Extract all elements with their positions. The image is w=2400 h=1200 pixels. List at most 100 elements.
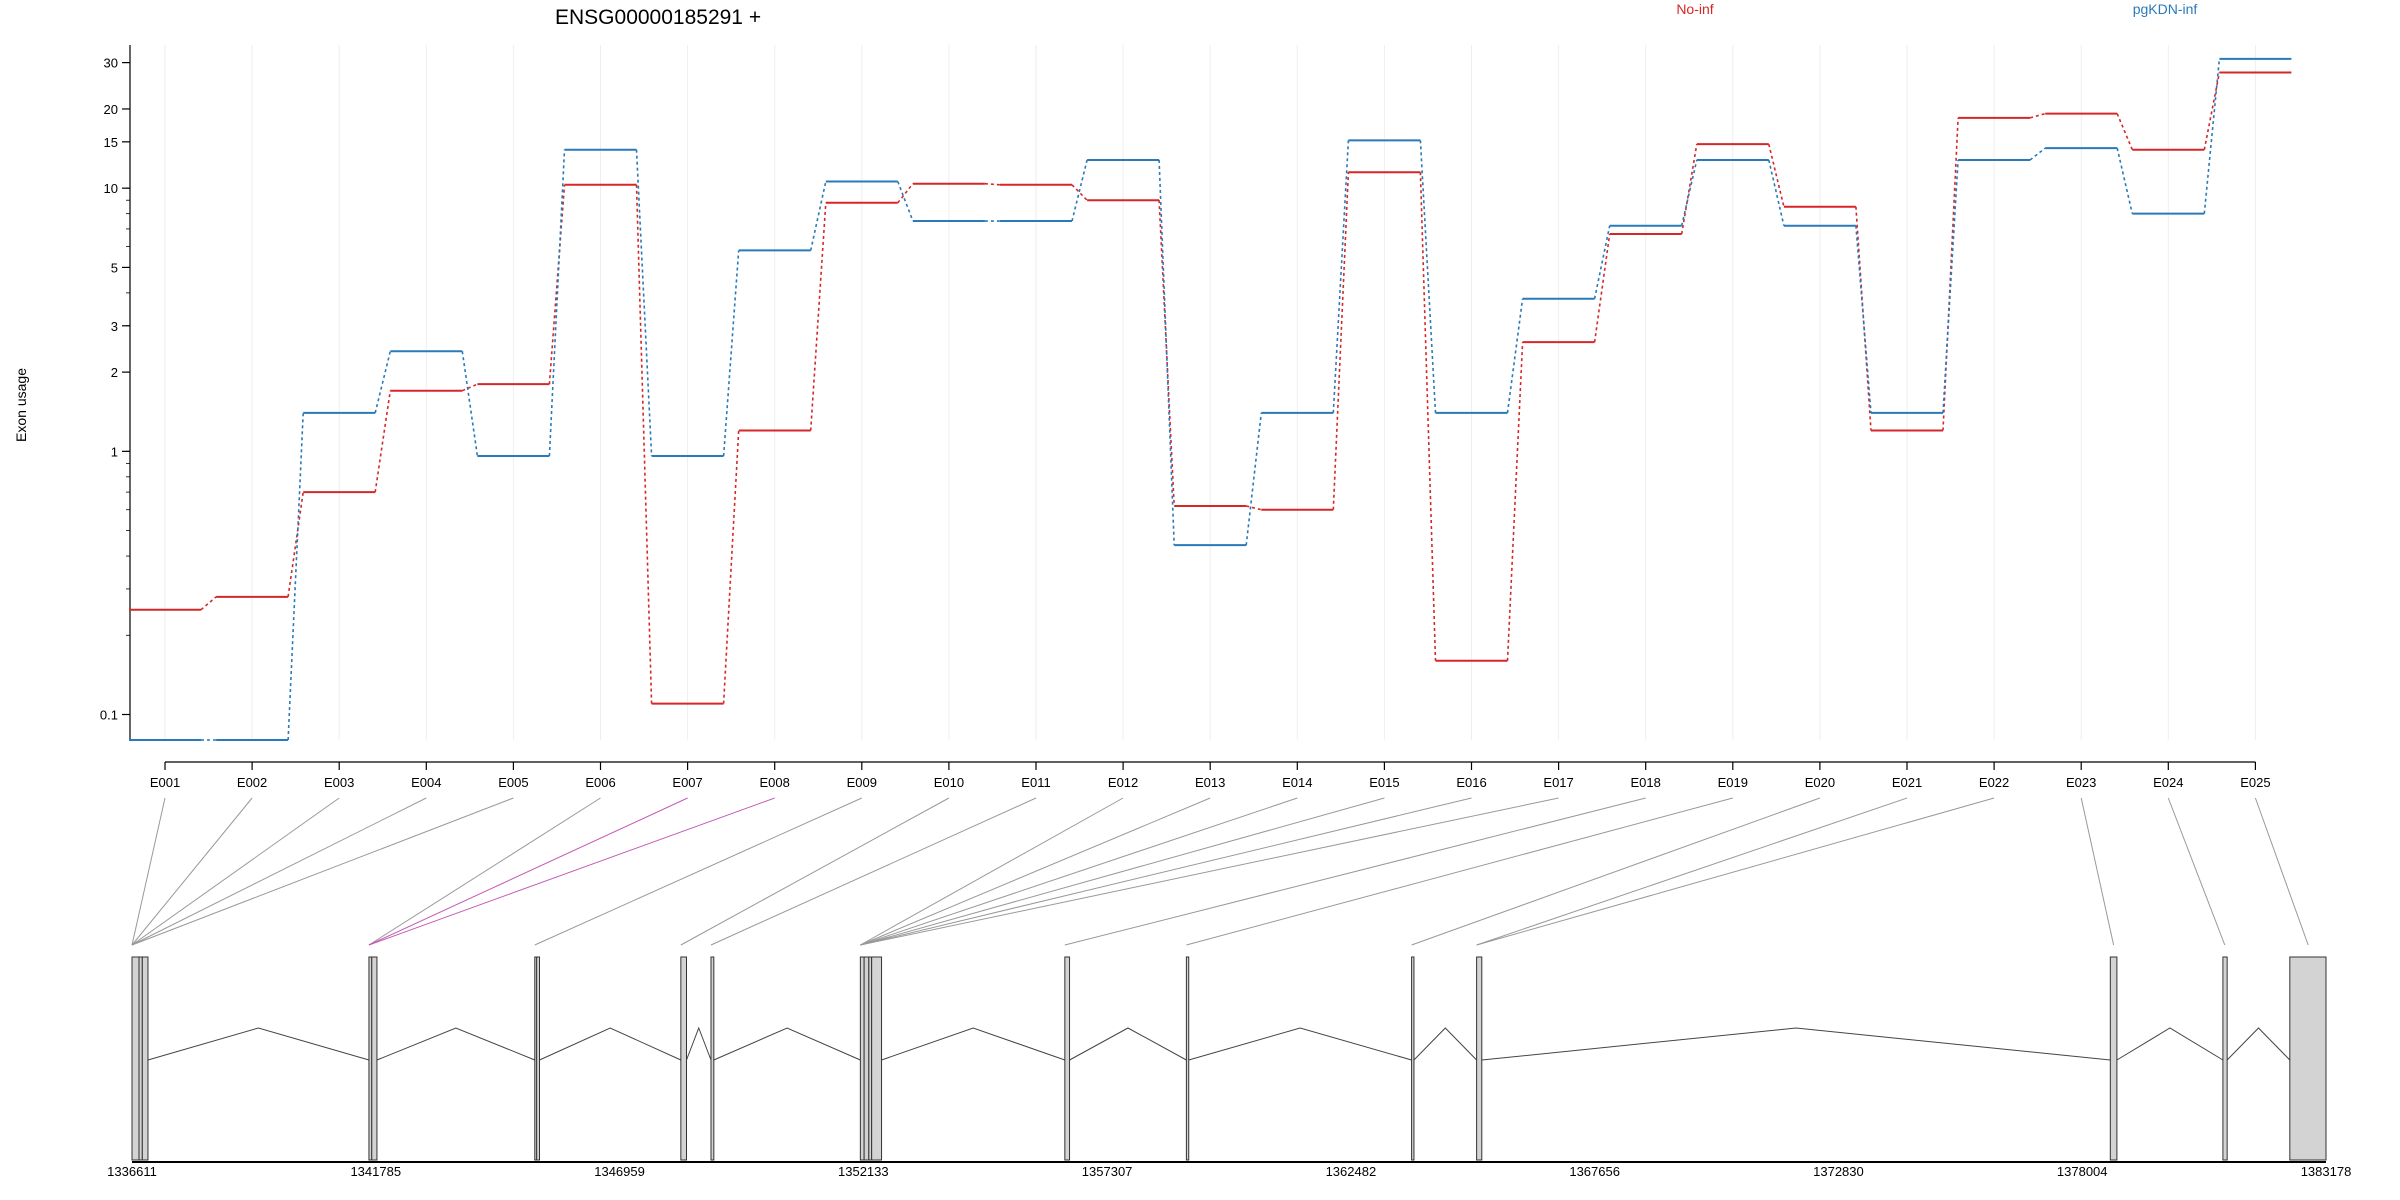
connector-e005 (131, 797, 514, 946)
connector-pgkdn-inf (287, 412, 304, 741)
connector-no-inf (2116, 113, 2134, 151)
x-tick-label-e021: E021 (1892, 775, 1922, 790)
connector-no-inf (2029, 112, 2046, 119)
connector-no-inf (1768, 143, 1785, 207)
intron-line (1188, 1027, 1412, 1061)
x-tick-label-e001: E001 (150, 775, 180, 790)
legend-item-no-inf: No-inf (1676, 1, 1713, 17)
connector-e018 (1064, 797, 1646, 946)
connector-no-inf (984, 182, 1001, 186)
connector-e021 (1476, 797, 1908, 946)
exon-block (871, 956, 883, 1161)
connector-e023 (2080, 797, 2115, 946)
genomic-coordinate-1341785: 1341785 (350, 1164, 401, 1179)
connector-e017 (860, 797, 1559, 946)
y-tick-label-15: 15 (104, 135, 118, 150)
connector-no-inf (897, 183, 914, 204)
x-tick-label-e009: E009 (847, 775, 877, 790)
connector-e020 (1411, 797, 1821, 946)
connector-no-inf (461, 383, 478, 392)
connector-pgkdn-inf (1680, 159, 1698, 226)
x-tick-label-e022: E022 (1979, 775, 2009, 790)
exon-block (1064, 956, 1071, 1161)
genomic-coordinate-1383178: 1383178 (2301, 1164, 2352, 1179)
exon-block (141, 956, 149, 1161)
connector-e016 (860, 797, 1472, 946)
x-tick-label-e004: E004 (411, 775, 441, 790)
y-tick-label-30: 30 (104, 56, 118, 71)
genomic-coordinate-1346959: 1346959 (594, 1164, 645, 1179)
exon-block (371, 956, 378, 1161)
x-tick-label-e015: E015 (1369, 775, 1399, 790)
exon-connectors (131, 797, 2309, 946)
series-layer (129, 57, 2292, 741)
connector-e010 (680, 797, 950, 946)
intron-line (1069, 1027, 1187, 1061)
chart-title: ENSG00000185291 + (555, 6, 761, 29)
connector-pgkdn-inf (897, 181, 914, 222)
connector-pgkdn-inf (374, 351, 392, 414)
x-tick-label-e008: E008 (760, 775, 790, 790)
connector-e015 (860, 797, 1385, 946)
exon-block (1411, 956, 1415, 1161)
intron-line (713, 1027, 861, 1061)
y-axis: 0.1 1 2 3 5 10 15 20 30 (100, 45, 131, 740)
intron-line (147, 1027, 370, 1061)
y-tick-label-10: 10 (104, 181, 118, 196)
connector-pgkdn-inf (1942, 159, 1959, 413)
connector-pgkdn-inf (1245, 412, 1263, 546)
y-tick-label-1: 1 (111, 444, 118, 459)
connector-pgkdn-inf (1071, 159, 1088, 222)
exon-block (859, 956, 865, 1161)
y-axis-label: Exon usage (13, 368, 29, 442)
connector-e012 (860, 797, 1124, 946)
connector-e022 (1476, 797, 1995, 946)
intron-line (376, 1027, 535, 1061)
exon-block (2222, 956, 2228, 1161)
connector-e025 (2254, 797, 2309, 946)
y-tick-label-2: 2 (111, 365, 118, 380)
connector-no-inf (374, 390, 392, 493)
x-tick-label-e007: E007 (672, 775, 702, 790)
intron-line (686, 1026, 712, 1061)
connector-e024 (2167, 797, 2226, 946)
x-tick-label-e006: E006 (585, 775, 615, 790)
exon-block (2289, 956, 2327, 1161)
intron-line (881, 1027, 1065, 1061)
x-tick-label-e025: E025 (2240, 775, 2270, 790)
gene-model: 1336611 1341785 1346959 1352133 1357307 13624… (107, 956, 2352, 1179)
connector-no-inf (1506, 342, 1524, 661)
y-tick-label-0-1: 0.1 (100, 707, 118, 722)
intron-line (2226, 1027, 2291, 1061)
genomic-coordinate-1367656: 1367656 (1569, 1164, 1620, 1179)
connector-pgkdn-inf (2116, 147, 2134, 214)
genomic-coordinate-1362482: 1362482 (1326, 1164, 1377, 1179)
x-tick-label-e023: E023 (2066, 775, 2096, 790)
y-tick-label-20: 20 (104, 102, 118, 117)
connector-e019 (1186, 797, 1733, 946)
connector-no-inf (1593, 233, 1611, 343)
intron-line (1413, 1027, 1477, 1061)
legend: No-inf pgKDN-inf (1676, 1, 2197, 17)
connector-e007 (368, 797, 688, 946)
connector-no-inf (2203, 72, 2221, 150)
connector-e003 (131, 797, 340, 946)
x-tick-label-e024: E024 (2153, 775, 2183, 790)
connector-e009 (534, 797, 863, 946)
intron-line (2116, 1027, 2224, 1061)
connector-pgkdn-inf (1158, 159, 1175, 546)
x-tick-label-e002: E002 (237, 775, 267, 790)
connector-pgkdn-inf (1593, 225, 1611, 299)
x-tick-label-e011: E011 (1021, 775, 1050, 790)
connector-e011 (710, 797, 1037, 946)
exon-block (2109, 956, 2118, 1161)
x-tick-label-e018: E018 (1631, 775, 1661, 790)
x-tick-label-e016: E016 (1456, 775, 1486, 790)
y-tick-label-5: 5 (111, 260, 118, 275)
connector-pgkdn-inf (1855, 225, 1872, 413)
intron-line (539, 1027, 682, 1061)
genomic-coordinate-1372830: 1372830 (1813, 1164, 1864, 1179)
genomic-coordinate-1357307: 1357307 (1082, 1164, 1133, 1179)
exon-block (131, 956, 140, 1161)
